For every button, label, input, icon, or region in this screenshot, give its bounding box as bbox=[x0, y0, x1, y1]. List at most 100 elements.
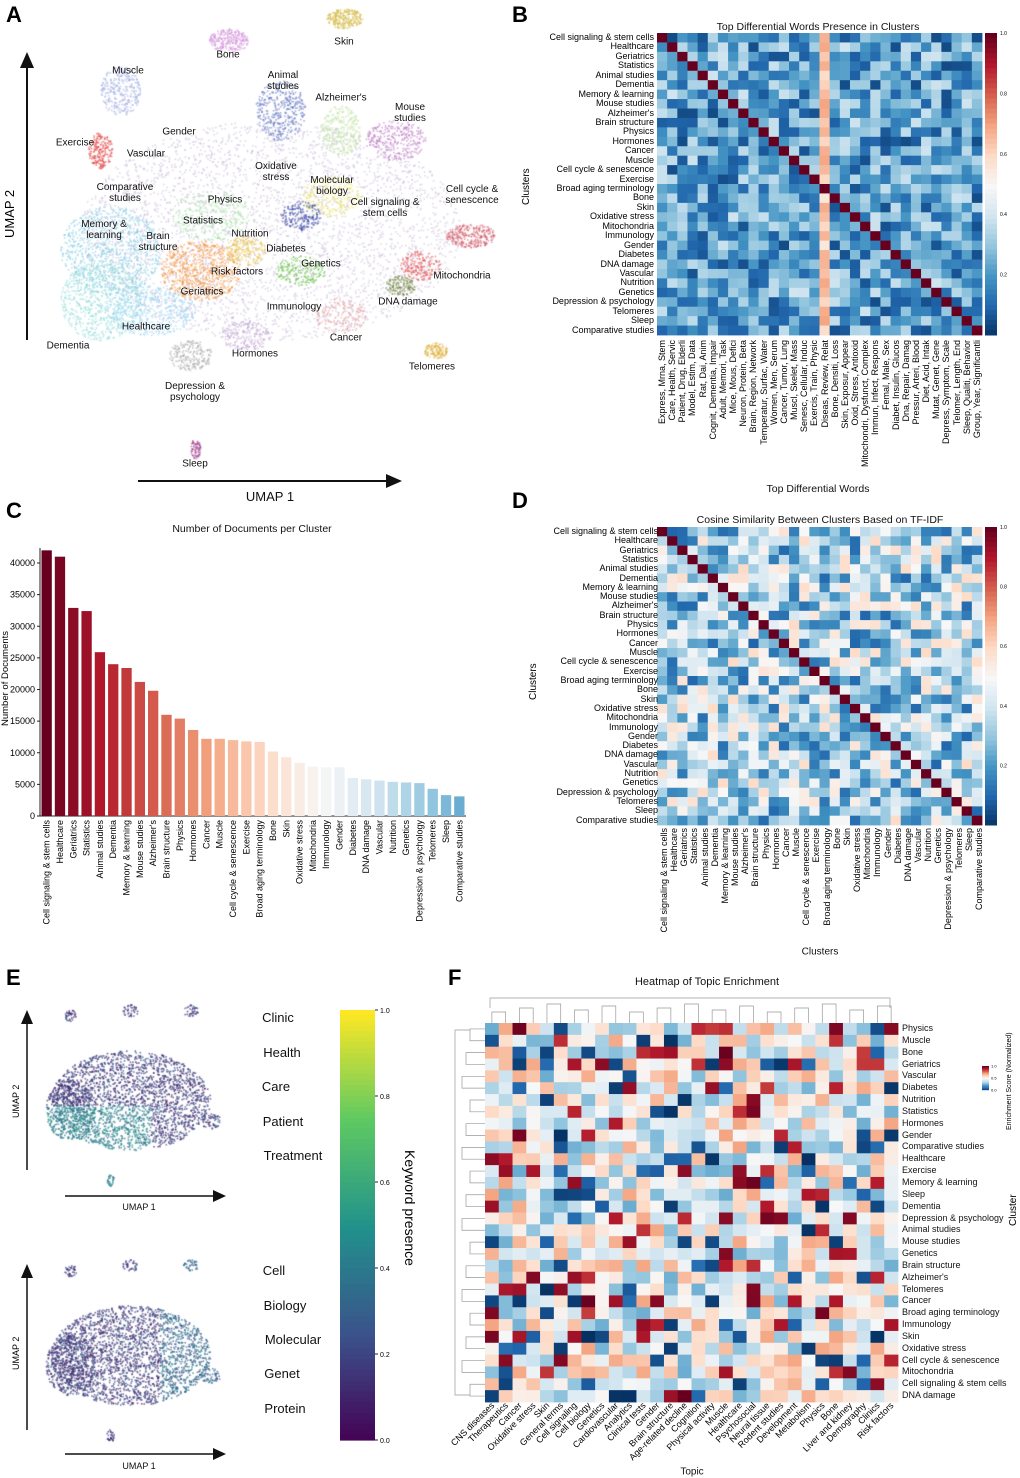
heatmap-d-cell bbox=[819, 769, 831, 779]
heatmap-f-cell bbox=[608, 1259, 624, 1273]
heatmap-b-cell bbox=[738, 240, 749, 251]
heatmap-f-cell bbox=[884, 1295, 899, 1308]
heatmap-d-cell bbox=[931, 629, 942, 640]
heatmap-d-cell bbox=[728, 536, 739, 547]
keyword-colorbar-segment bbox=[340, 1010, 375, 1016]
heatmap-d-cell bbox=[789, 806, 800, 817]
heatmap-d-cell bbox=[961, 629, 973, 640]
heatmap-d-cell bbox=[961, 703, 973, 714]
heatmap-d-colorbar-segment bbox=[985, 820, 997, 826]
heatmap-b-cell bbox=[748, 127, 759, 138]
heatmap-f-cell bbox=[856, 1390, 871, 1403]
heatmap-d-cell bbox=[849, 564, 861, 574]
heatmap-b-cell bbox=[778, 259, 790, 270]
keyword-colorbar-segment bbox=[340, 1031, 375, 1038]
heatmap-d-cell bbox=[860, 620, 871, 630]
heatmap-f-cell bbox=[540, 1058, 555, 1071]
heatmap-f-cell bbox=[719, 1200, 734, 1213]
heatmap-d-cell bbox=[789, 685, 800, 696]
heatmap-b-colorbar-segment bbox=[985, 329, 997, 336]
heatmap-f-cell bbox=[815, 1082, 830, 1095]
heatmap-b-cell bbox=[657, 202, 668, 213]
heatmap-f-cell bbox=[760, 1023, 775, 1036]
heatmap-f-cell bbox=[691, 1295, 706, 1308]
heatmap-d-cell bbox=[778, 806, 790, 817]
heatmap-b-colorbar-segment bbox=[985, 234, 997, 240]
heatmap-b-cell bbox=[717, 202, 729, 213]
heatmap-f-cell bbox=[677, 1248, 692, 1261]
heatmap-f-cell bbox=[595, 1236, 610, 1249]
heatmap-f-colorbar-segment bbox=[982, 1079, 989, 1081]
heatmap-d-cell bbox=[768, 638, 780, 649]
heatmap-f-cell bbox=[553, 1319, 568, 1332]
heatmap-d-colorbar-segment bbox=[985, 656, 997, 662]
heatmap-b-cell bbox=[900, 325, 912, 336]
heatmap-d-cell bbox=[951, 527, 963, 537]
heatmap-b-colorbar-segment bbox=[985, 189, 997, 195]
heatmap-f-colorbar-segment bbox=[982, 1067, 989, 1069]
heatmap-f-cell bbox=[485, 1117, 500, 1130]
heatmap-f-colorbar-segment bbox=[982, 1076, 989, 1079]
heatmap-d-cell bbox=[667, 778, 678, 789]
heatmap-f-row-label: Brain structure bbox=[902, 1259, 961, 1270]
keyword-colorbar-segment bbox=[340, 1246, 375, 1253]
heatmap-f-cell bbox=[636, 1319, 651, 1332]
heatmap-d-cell bbox=[748, 806, 759, 817]
heatmap-f-cell bbox=[498, 1307, 513, 1320]
heatmap-d-cell bbox=[890, 731, 902, 742]
heatmap-b-cell bbox=[707, 99, 719, 109]
heatmap-b-cell bbox=[941, 89, 952, 100]
heatmap-d-cell bbox=[778, 787, 790, 798]
heatmap-b-cell bbox=[900, 70, 912, 81]
panel-label-b: B bbox=[512, 2, 528, 27]
heatmap-d-cell bbox=[941, 638, 952, 649]
heatmap-f-cell bbox=[498, 1390, 513, 1403]
heatmap-b-colorbar-segment bbox=[985, 48, 997, 54]
heatmap-b-cell bbox=[657, 316, 668, 326]
heatmap-d-cell bbox=[789, 722, 800, 733]
keyword-colorbar-segment bbox=[340, 1241, 375, 1248]
heatmap-f-cell bbox=[567, 1236, 582, 1249]
heatmap-b-cell bbox=[758, 146, 770, 157]
heatmap-b-cell bbox=[667, 250, 678, 260]
heatmap-d-cell bbox=[728, 620, 739, 630]
heatmap-b-cell bbox=[717, 221, 729, 232]
heatmap-b-cell bbox=[880, 108, 891, 119]
heatmap-d-colorbar-segment bbox=[985, 527, 997, 533]
heatmap-d-cell bbox=[951, 573, 963, 584]
heatmap-b-cell bbox=[758, 99, 770, 109]
heatmap-b-cell bbox=[768, 202, 780, 213]
heatmap-d-cell bbox=[717, 536, 729, 547]
heatmap-f-cell bbox=[526, 1307, 541, 1320]
heatmap-f-cell bbox=[498, 1295, 513, 1308]
keyword-label: Clinic bbox=[262, 1009, 294, 1025]
heatmap-d-cell bbox=[951, 610, 963, 621]
heatmap-d-cell bbox=[768, 573, 780, 584]
heatmap-b-cell bbox=[687, 127, 699, 138]
heatmap-f-cell bbox=[526, 1224, 541, 1237]
heatmap-d-cell bbox=[849, 536, 861, 547]
heatmap-b-cell bbox=[880, 165, 891, 175]
heatmap-f-cell bbox=[787, 1034, 803, 1048]
heatmap-b-cell bbox=[738, 42, 749, 53]
heatmap-f-cell bbox=[801, 1354, 816, 1367]
heatmap-d-cell bbox=[697, 666, 709, 677]
heatmap-b-cell bbox=[768, 325, 780, 336]
heatmap-b-cell bbox=[941, 297, 952, 308]
heatmap-b-cell bbox=[789, 117, 800, 128]
heatmap-d-cell bbox=[748, 703, 759, 714]
heatmap-b-cell bbox=[961, 184, 973, 194]
heatmap-b-cell bbox=[657, 184, 668, 194]
col-dendrogram-branch bbox=[711, 1009, 727, 1023]
heatmap-d-cell bbox=[971, 564, 983, 574]
heatmap-b-cell bbox=[829, 316, 841, 326]
heatmap-f-cell bbox=[512, 1153, 527, 1166]
keyword-label: Protein bbox=[264, 1400, 306, 1416]
heatmap-d-cell bbox=[667, 815, 678, 826]
heatmap-f-cell bbox=[677, 1070, 692, 1083]
heatmap-b-cell bbox=[870, 155, 881, 166]
heatmap-b-cell bbox=[870, 42, 881, 53]
heatmap-b-cell bbox=[860, 146, 871, 157]
heatmap-f-cell bbox=[553, 1188, 568, 1202]
heatmap-f-cell bbox=[705, 1224, 720, 1237]
